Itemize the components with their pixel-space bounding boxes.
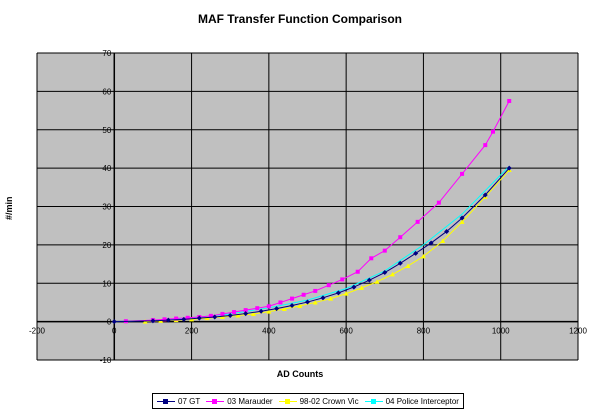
svg-text:600: 600 — [339, 327, 353, 336]
legend-marker-icon — [206, 398, 225, 405]
legend-item: 03 Marauder — [206, 396, 273, 406]
svg-text:50: 50 — [102, 126, 111, 135]
svg-text:20: 20 — [102, 241, 111, 250]
legend-label: 03 Marauder — [227, 396, 273, 406]
legend-label: 07 GT — [178, 396, 201, 406]
svg-text:-200: -200 — [29, 327, 46, 336]
svg-text:10: 10 — [102, 279, 111, 288]
x-axis-label: AD Counts — [276, 369, 324, 379]
svg-text:-10: -10 — [100, 356, 112, 365]
chart-title: MAF Transfer Function Comparison — [197, 12, 402, 26]
svg-text:70: 70 — [102, 49, 111, 58]
legend: 07 GT 03 Marauder 98-02 Crown Vic 04 Police… — [152, 393, 464, 409]
legend-item: 04 Police Interceptor — [364, 396, 459, 406]
legend-item: 98-02 Crown Vic — [278, 396, 359, 406]
legend-marker-icon — [157, 398, 175, 405]
legend-item: 07 GT — [157, 397, 200, 406]
svg-text:30: 30 — [102, 203, 111, 212]
legend-marker-icon — [364, 398, 383, 405]
svg-text:40: 40 — [102, 164, 111, 173]
legend-label: 04 Police Interceptor — [385, 396, 459, 406]
svg-text:60: 60 — [102, 87, 111, 96]
svg-text:200: 200 — [185, 327, 199, 336]
svg-text:400: 400 — [262, 327, 276, 336]
svg-text:1000: 1000 — [492, 327, 510, 336]
svg-text:800: 800 — [417, 327, 431, 336]
legend-marker-icon — [278, 398, 297, 405]
legend-label: 98-02 Crown Vic — [299, 396, 359, 406]
svg-text:1200: 1200 — [569, 327, 587, 336]
